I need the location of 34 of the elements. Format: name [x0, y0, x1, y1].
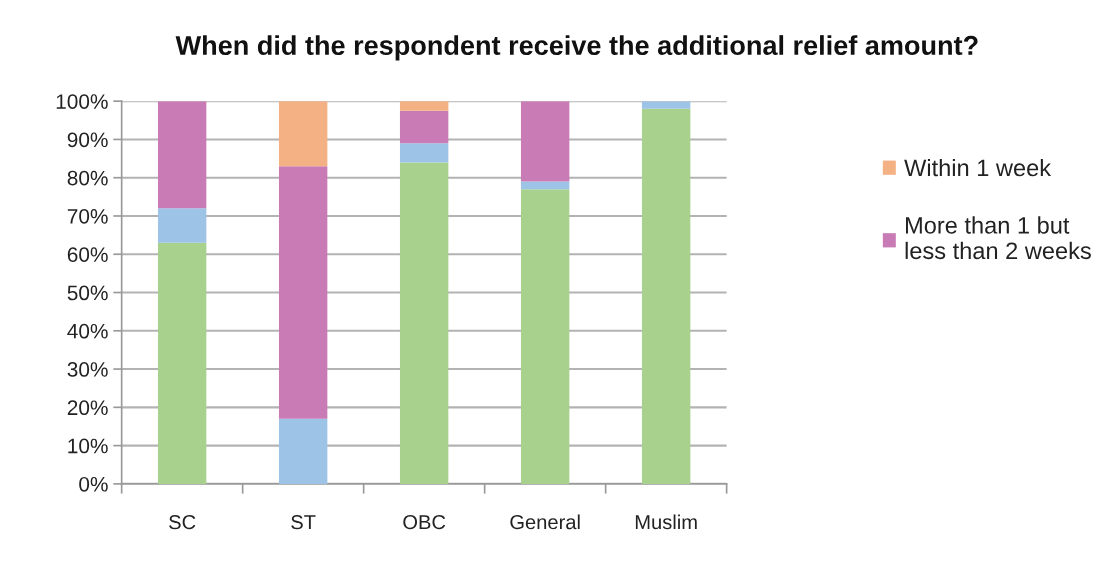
y-tick-label: 20%	[67, 400, 108, 416]
legend-label: Within 1 week	[904, 158, 1052, 177]
chart-title: When did the respondent receive the additional relief amount?	[175, 35, 978, 61]
bar	[520, 181, 570, 190]
x-tick-label: Muslim	[635, 514, 697, 530]
bar	[157, 101, 207, 209]
bar	[399, 143, 449, 163]
bar	[641, 101, 691, 109]
bar	[278, 166, 328, 419]
bar	[641, 108, 691, 484]
y-tick-label: 60%	[67, 247, 108, 262]
bar	[399, 101, 449, 111]
x-tick-label: OBC	[403, 514, 446, 530]
y-tick-label: 40%	[67, 323, 108, 339]
bar	[399, 110, 449, 144]
bar	[278, 418, 328, 484]
y-tick-label: 30%	[67, 362, 108, 377]
x-tick-label: SC	[169, 514, 196, 530]
bar	[278, 101, 328, 167]
legend-label: More than 1 but less than 2 weeks	[905, 216, 1091, 260]
bar	[520, 101, 570, 182]
bar	[157, 208, 207, 243]
y-tick-label: 80%	[67, 170, 108, 186]
y-tick-label: 90%	[67, 132, 108, 148]
bar	[520, 189, 570, 484]
x-tick-label: General	[510, 514, 580, 530]
y-tick-label: 50%	[67, 285, 108, 301]
y-tick-label: 70%	[67, 208, 108, 224]
y-tick-label: 10%	[68, 438, 108, 454]
y-tick-label: 100%	[56, 94, 108, 109]
bar	[399, 162, 449, 484]
y-tick-label: 0%	[79, 476, 108, 492]
x-tick-label: ST	[291, 514, 316, 530]
bar	[157, 242, 207, 484]
